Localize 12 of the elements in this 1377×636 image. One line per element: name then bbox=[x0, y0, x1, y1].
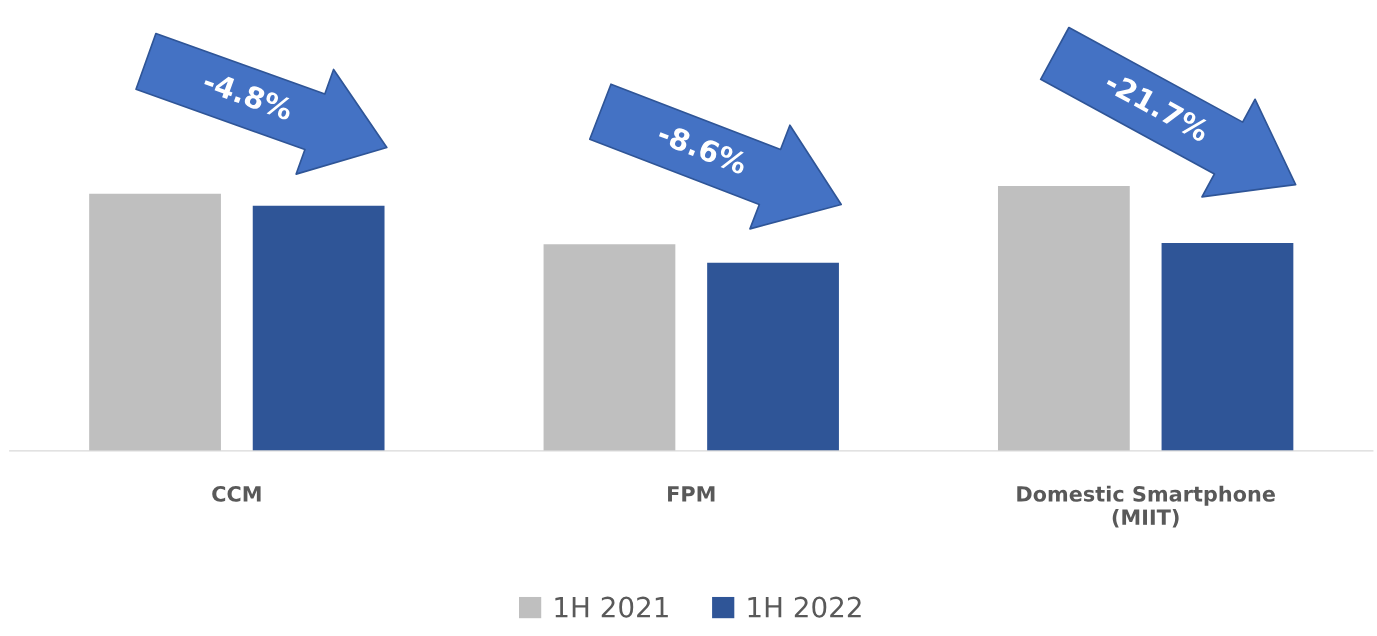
text: -8.6% bbox=[656, 121, 749, 175]
legend-label: 1H 2021 bbox=[555, 596, 668, 618]
x-tick-label: CCM bbox=[212, 486, 261, 502]
bar bbox=[543, 244, 676, 451]
bar bbox=[89, 193, 221, 451]
text: -4.8% bbox=[201, 69, 295, 121]
bar bbox=[707, 262, 839, 451]
x-tick-label: FPM bbox=[668, 486, 715, 502]
bar bbox=[1161, 242, 1294, 451]
x-tick-label: Domestic Smartphone (MIIT) bbox=[1017, 485, 1275, 528]
legend-label: 1H 2022 bbox=[748, 596, 861, 618]
bar bbox=[252, 205, 385, 451]
